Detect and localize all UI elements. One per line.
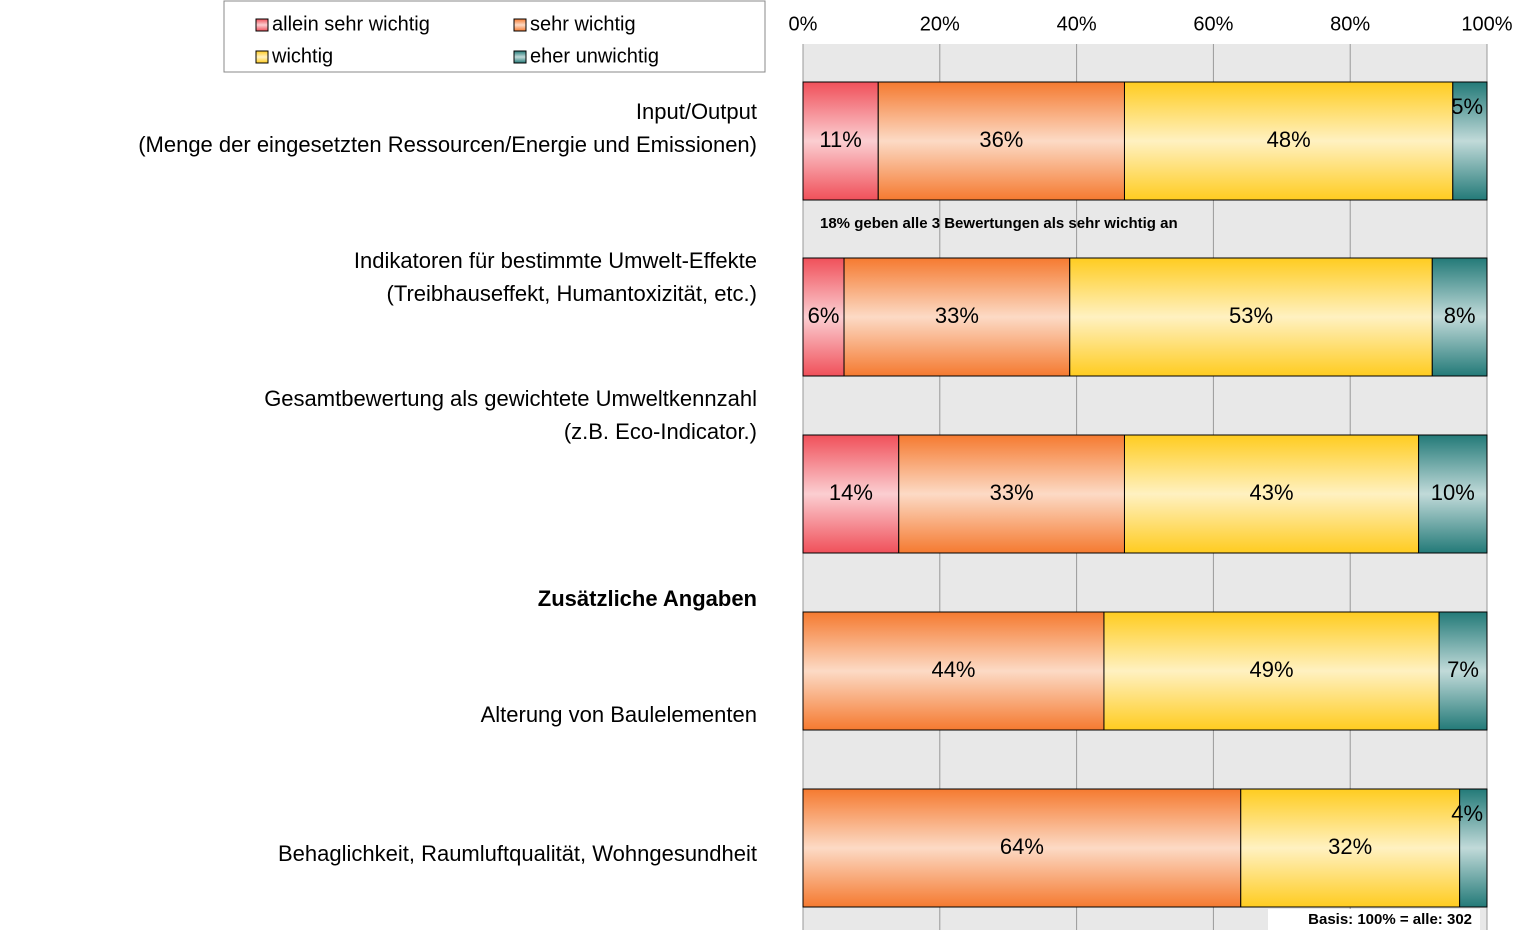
bar-segment [1418, 434, 1488, 554]
data-label: 44% [931, 657, 975, 682]
data-label: 10% [1431, 480, 1475, 505]
legend-label: eher unwichtig [530, 45, 659, 67]
x-tick-label: 20% [920, 13, 960, 35]
x-tick-label: 80% [1330, 13, 1370, 35]
bar-segment [843, 257, 1071, 377]
data-label: 33% [935, 303, 979, 328]
bar-segment [802, 434, 900, 554]
category-label: (z.B. Eco-Indicator.) [564, 419, 757, 444]
bar-segment [1459, 788, 1488, 908]
data-label: 5% [1451, 94, 1483, 119]
legend-swatch [255, 50, 269, 64]
data-label: 49% [1250, 657, 1294, 682]
category-label: Alterung von Baulelementen [481, 702, 757, 727]
legend-swatch [255, 18, 269, 32]
bar-segment [802, 788, 1242, 908]
bar-segment [802, 257, 845, 377]
x-tick-label: 60% [1193, 13, 1233, 35]
category-label: (Menge der eingesetzten Ressourcen/Energ… [138, 132, 757, 157]
bar-segment [802, 81, 879, 201]
legend-swatch [513, 18, 527, 32]
data-label: 14% [829, 480, 873, 505]
category-label: (Treibhauseffekt, Humantoxizität, etc.) [387, 281, 758, 306]
bar-segment [802, 611, 1105, 731]
x-tick-label: 100% [1461, 13, 1512, 35]
data-label: 32% [1328, 834, 1372, 859]
bar-segment [1103, 611, 1440, 731]
category-label: Gesamtbewertung als gewichtete Umweltken… [264, 386, 757, 411]
bar-segment [1452, 81, 1488, 201]
legend-label: sehr wichtig [530, 13, 636, 35]
data-label: 7% [1447, 657, 1479, 682]
bar-segment [877, 81, 1125, 201]
data-label: 6% [808, 303, 840, 328]
data-label: 64% [1000, 834, 1044, 859]
bar-segment [1438, 611, 1488, 731]
category-label: Behaglichkeit, Raumluftqualität, Wohnges… [278, 841, 757, 866]
bar-segment [898, 434, 1125, 554]
annotation: 18% geben alle 3 Bewertungen als sehr wi… [820, 215, 1178, 232]
annotation: Basis: 100% = alle: 302 [1308, 911, 1472, 928]
data-label: 53% [1229, 303, 1273, 328]
legend-label: wichtig [271, 45, 333, 67]
data-label: 8% [1444, 303, 1476, 328]
category-label: Input/Output [636, 99, 757, 124]
legend-box [223, 0, 766, 73]
legend-label: allein sehr wichtig [272, 13, 430, 35]
legend-swatch [513, 50, 527, 64]
data-label: 4% [1451, 801, 1483, 826]
data-label: 36% [979, 127, 1023, 152]
annotation-bg [1268, 909, 1480, 930]
data-label: 33% [990, 480, 1034, 505]
x-tick-label: 0% [789, 13, 818, 35]
bar-segment [1123, 81, 1454, 201]
category-label: Indikatoren für bestimmte Umwelt-Effekte [354, 248, 757, 273]
section-label: Zusätzliche Angaben [538, 586, 757, 611]
data-label: 43% [1250, 480, 1294, 505]
bar-segment [1240, 788, 1461, 908]
bar-segment [1431, 257, 1488, 377]
bar-segment [1069, 257, 1433, 377]
data-label: 11% [819, 127, 861, 152]
data-label: 48% [1267, 127, 1311, 152]
x-tick-label: 40% [1057, 13, 1097, 35]
